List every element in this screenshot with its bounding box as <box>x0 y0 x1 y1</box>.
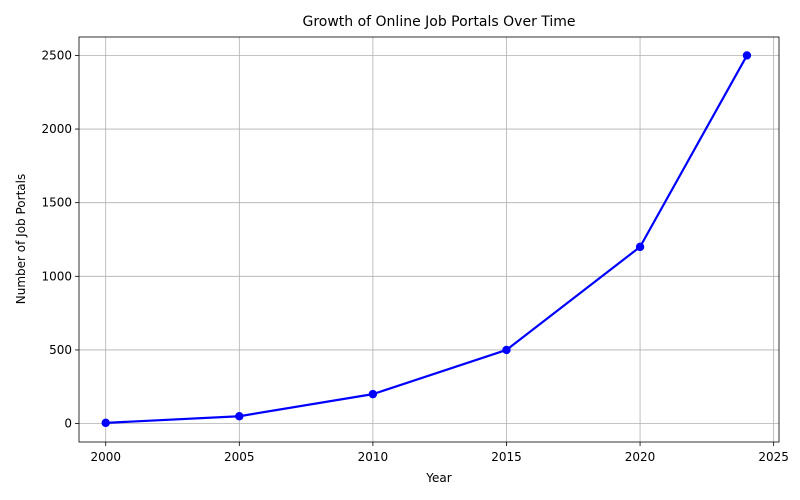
y-axis-title: Number of Job Portals <box>14 174 28 304</box>
x-tick-label: 2000 <box>90 450 121 464</box>
grid-lines <box>79 37 779 442</box>
data-series <box>101 51 752 428</box>
data-point <box>368 389 378 399</box>
x-axis-ticks: 2000 2005 2010 2015 2020 2025 <box>90 442 789 464</box>
chart-title: Growth of Online Job Portals Over Time <box>302 14 575 30</box>
x-axis-title: Year <box>425 471 451 485</box>
data-point <box>235 412 244 421</box>
x-tick-label: 2015 <box>491 450 522 464</box>
y-axis-ticks: 0 500 1000 1500 2000 2500 <box>41 48 79 431</box>
x-tick-label: 2010 <box>358 450 389 464</box>
y-tick-label: 2000 <box>41 122 72 136</box>
data-point <box>742 51 752 60</box>
x-tick-label: 2005 <box>224 450 255 464</box>
y-tick-label: 1000 <box>41 269 72 283</box>
x-tick-label: 2025 <box>758 450 789 464</box>
y-tick-label: 0 <box>64 417 72 431</box>
y-tick-label: 2500 <box>41 48 72 62</box>
plot-area-frame <box>78 36 780 443</box>
y-tick-label: 1500 <box>41 196 72 210</box>
data-point <box>635 242 645 252</box>
data-point <box>502 345 511 355</box>
series-line <box>105 54 748 424</box>
data-point <box>101 418 110 428</box>
x-tick-label: 2020 <box>625 450 656 464</box>
y-tick-label: 500 <box>49 343 72 357</box>
